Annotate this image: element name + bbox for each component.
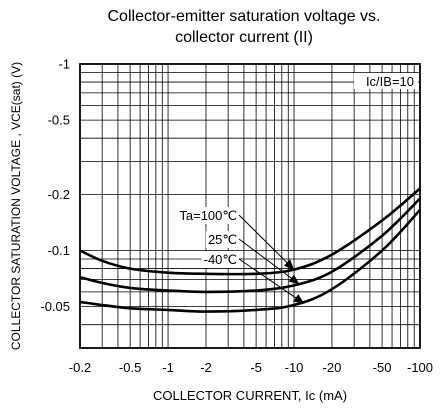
x-tick-label: -100 — [407, 360, 433, 375]
y-axis-label: COLLECTOR SATURATION VOLTAGE , VCE(sat) … — [9, 62, 23, 350]
x-tick-label: -10 — [285, 360, 304, 375]
y-tick-label: -0.2 — [48, 187, 70, 202]
x-tick-label: -0.5 — [119, 360, 141, 375]
x-tick-label: -5 — [250, 360, 262, 375]
series-arrowhead — [288, 274, 300, 285]
chart-title-line2: collector current (II) — [175, 29, 313, 46]
x-tick-label: -20 — [323, 360, 342, 375]
series-line — [79, 197, 421, 294]
series-label-bg — [205, 231, 239, 248]
series-annotations: Ta=100℃ 25℃ -40℃ — [177, 207, 305, 304]
x-tick-label: -2 — [200, 360, 212, 375]
series-line — [79, 187, 421, 276]
x-axis-label: COLLECTOR CURRENT, Ic (mA) — [153, 388, 347, 403]
x-tick-label: -0.2 — [69, 360, 91, 375]
series-arrowhead — [283, 259, 295, 270]
condition-label: Ic/IB=10 — [366, 74, 414, 89]
series-arrowhead — [293, 294, 305, 304]
condition-label-box — [354, 73, 418, 89]
grid — [79, 63, 421, 349]
series-leader-line — [238, 238, 300, 285]
series-leader-line — [238, 258, 305, 304]
x-tick-label: -50 — [373, 360, 392, 375]
series-line — [79, 209, 421, 313]
series-label: Ta=100℃ — [179, 208, 237, 223]
x-tick-label: -1 — [162, 360, 174, 375]
series-label: -40℃ — [204, 252, 237, 267]
series-label-bg — [201, 251, 239, 268]
y-tick-label: -0.5 — [48, 113, 70, 128]
series-layer — [79, 187, 421, 313]
chart-title-line1: Collector-emitter saturation voltage vs. — [108, 8, 381, 25]
plot-frame — [79, 63, 421, 349]
series-label: 25℃ — [208, 232, 237, 247]
y-tick-label: -1 — [58, 57, 70, 72]
y-tick-label: -0.1 — [48, 243, 70, 258]
series-label-bg — [177, 207, 239, 224]
series-leader-line — [238, 214, 295, 270]
y-tick-label: -0.05 — [40, 299, 70, 314]
tick-labels: -0.2 -0.5 -1 -2 -5 -10 -20 -50 -100 -1 -0.5 -0.2 -0.… — [40, 57, 433, 376]
